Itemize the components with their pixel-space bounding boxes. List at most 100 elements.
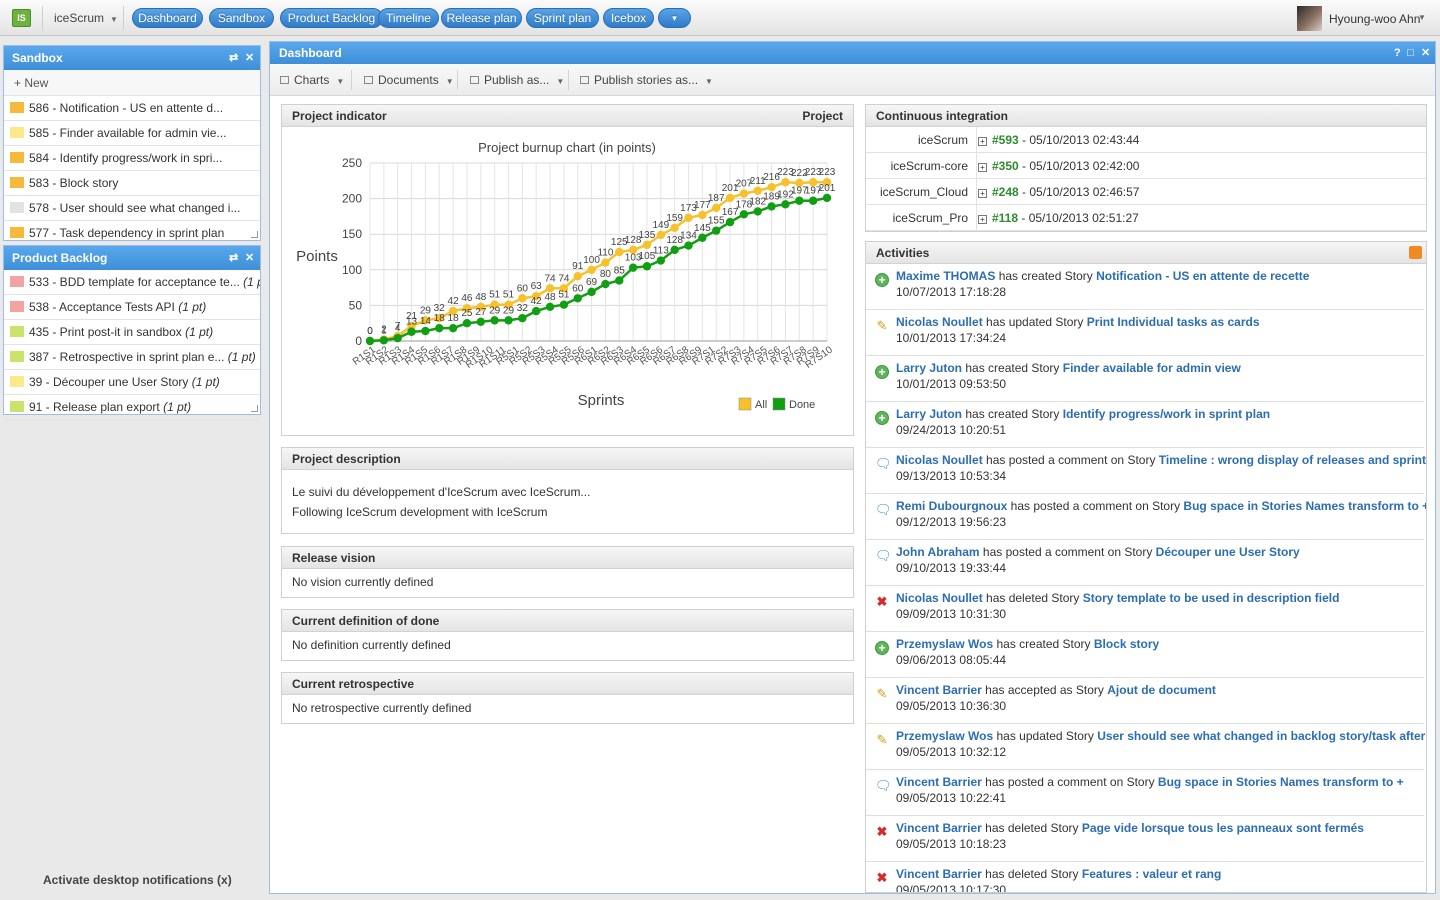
build-number[interactable]: #118	[992, 211, 1019, 225]
documents-menu[interactable]: Documents ▼	[364, 73, 454, 87]
icescrum-logo[interactable]: IS	[12, 9, 31, 27]
resize-handle[interactable]	[251, 405, 258, 412]
data-label: 128	[666, 235, 683, 246]
ci-build[interactable]: + #118 - 05/10/2013 02:51:27	[978, 211, 1139, 225]
build-number[interactable]: #593	[992, 133, 1019, 147]
ci-build[interactable]: + #248 - 05/10/2013 02:46:57	[978, 185, 1139, 199]
project-menu[interactable]: iceScrum ▼	[54, 11, 118, 25]
expand-icon[interactable]: +	[978, 137, 987, 146]
nav-product-backlog[interactable]: Product Backlog	[280, 8, 383, 28]
desktop-notifications-link[interactable]: Activate desktop notifications (x)	[43, 873, 232, 887]
story-link[interactable]: Ajout de document	[1107, 683, 1216, 697]
backlog-list: 533 - BDD template for acceptance te... …	[4, 270, 260, 420]
ci-project-name: iceScrum-core	[890, 159, 968, 173]
user-link[interactable]: Przemyslaw Wos	[896, 729, 994, 743]
story-label: 578 - User should see what changed i...	[29, 201, 241, 215]
nav-release-plan[interactable]: Release plan	[441, 8, 522, 28]
document-icon	[364, 76, 373, 84]
story-link[interactable]: Block story	[1093, 637, 1160, 651]
user-link[interactable]: Nicolas Noullet	[896, 453, 983, 467]
nav-sprint-plan[interactable]: Sprint plan	[526, 8, 599, 28]
user-link[interactable]: Larry Juton	[896, 361, 963, 375]
story-item[interactable]: 584 - Identify progress/work in spri...	[4, 146, 260, 171]
story-item[interactable]: 91 - Release plan export (1 pt)	[4, 395, 260, 420]
story-link[interactable]: Finder available for admin view	[1062, 361, 1241, 375]
user-link[interactable]: Vincent Barrier	[896, 775, 982, 789]
rss-icon[interactable]	[1409, 246, 1422, 259]
data-label: 29	[489, 305, 501, 316]
ci-build[interactable]: + #593 - 05/10/2013 02:43:44	[978, 133, 1139, 147]
story-item[interactable]: 533 - BDD template for acceptance te... …	[4, 270, 260, 295]
story-item[interactable]: 583 - Block story	[4, 171, 260, 196]
swap-icon[interactable]: ⇄	[229, 252, 239, 264]
help-icon[interactable]: ?	[1394, 47, 1401, 59]
data-point	[448, 306, 458, 316]
activity-item: + Przemyslaw Wos has created Story Block …	[866, 632, 1424, 678]
story-link[interactable]: Page vide lorsque tous les panneaux sont…	[1081, 821, 1364, 835]
story-item[interactable]: 387 - Retrospective in sprint plan e... …	[4, 345, 260, 370]
swap-icon[interactable]: ⇄	[229, 52, 239, 64]
story-link[interactable]: Bug space in Stories Names transform to …	[1157, 775, 1404, 789]
story-link[interactable]: Découper une User Story	[1155, 545, 1300, 559]
story-link[interactable]: Story template to be used in description…	[1082, 591, 1340, 605]
story-item[interactable]: 585 - Finder available for admin vie...	[4, 121, 260, 146]
data-label: 223	[777, 167, 794, 178]
new-story-button[interactable]: + New	[4, 70, 260, 96]
story-link[interactable]: Print Individual tasks as cards	[1086, 315, 1260, 329]
y-axis-label: Points	[296, 248, 338, 265]
publish-stories-menu[interactable]: Publish stories as... ▼	[580, 73, 713, 87]
nav-timeline[interactable]: Timeline	[378, 8, 439, 28]
nav-more-button[interactable]: ▾	[658, 8, 691, 28]
close-icon[interactable]: ✕	[1421, 47, 1431, 59]
product-backlog-widget: Product Backlog ⇄ ✕ 533 - BDD template f…	[3, 245, 261, 420]
user-link[interactable]: Remi Dubourgnoux	[896, 499, 1008, 513]
close-icon[interactable]: ✕	[245, 252, 255, 264]
user-link[interactable]: Nicolas Noullet	[896, 315, 983, 329]
nav-dashboard[interactable]: Dashboard	[132, 8, 203, 28]
maximize-icon[interactable]: □	[1407, 47, 1414, 59]
charts-menu[interactable]: Charts ▼	[280, 73, 344, 87]
expand-icon[interactable]: +	[978, 215, 987, 224]
user-link[interactable]: John Abraham	[896, 545, 980, 559]
activity-item: ✎ Vincent Barrier has accepted as Story A…	[866, 678, 1424, 724]
story-points: (1 pt)	[243, 275, 260, 289]
user-link[interactable]: Vincent Barrier	[896, 821, 982, 835]
user-link[interactable]: Maxime THOMAS	[896, 269, 996, 283]
panel-header: Current definition of done	[282, 610, 853, 632]
ci-build[interactable]: + #350 - 05/10/2013 02:42:00	[978, 159, 1139, 173]
story-item[interactable]: 578 - User should see what changed i...	[4, 196, 260, 221]
build-number[interactable]: #350	[992, 159, 1019, 173]
close-icon[interactable]: ✕	[245, 52, 255, 64]
story-link[interactable]: User should see what changed in backlog …	[1097, 729, 1426, 743]
user-link[interactable]: Vincent Barrier	[896, 867, 982, 881]
story-link[interactable]: Notification - US en attente de recette	[1096, 269, 1310, 283]
story-color-swatch	[10, 326, 24, 337]
story-link[interactable]: Bug space in Stories Names transform to …	[1183, 499, 1427, 513]
build-number[interactable]: #248	[992, 185, 1019, 199]
publish-as-menu[interactable]: Publish as... ▼	[470, 73, 564, 87]
story-link[interactable]: Features : valeur et rang	[1081, 867, 1222, 881]
story-link[interactable]: Identify progress/work in sprint plan	[1062, 407, 1271, 421]
nav-sandbox[interactable]: Sandbox	[209, 8, 274, 28]
user-link[interactable]: Larry Juton	[896, 407, 963, 421]
story-item[interactable]: 435 - Print post-it in sandbox (1 pt)	[4, 320, 260, 345]
story-item[interactable]: 586 - Notification - US en attente d...	[4, 96, 260, 121]
story-color-swatch	[10, 401, 24, 412]
description-line: Le suivi du développement d'IceScrum ave…	[292, 485, 591, 499]
expand-icon[interactable]: +	[978, 163, 987, 172]
user-link[interactable]: Przemyslaw Wos	[896, 637, 994, 651]
user-link[interactable]: Vincent Barrier	[896, 683, 982, 697]
user-link[interactable]: Nicolas Noullet	[896, 591, 983, 605]
widget-title: Sandbox	[12, 51, 63, 65]
expand-icon[interactable]: +	[978, 189, 987, 198]
data-point	[642, 262, 652, 271]
build-date: - 05/10/2013 02:43:44	[1018, 133, 1140, 147]
widget-title: Product Backlog	[12, 251, 108, 265]
story-link[interactable]: Timeline : wrong display of releases and…	[1158, 453, 1427, 467]
project-indicator-panel: Project indicator Project Project burnup…	[281, 104, 854, 436]
story-item[interactable]: 577 - Task dependency in sprint plan	[4, 221, 260, 246]
story-item[interactable]: 538 - Acceptance Tests API (1 pt)	[4, 295, 260, 320]
story-item[interactable]: 39 - Découper une User Story (1 pt)	[4, 370, 260, 395]
nav-icebox[interactable]: Icebox	[603, 8, 654, 28]
resize-handle[interactable]	[251, 231, 258, 238]
